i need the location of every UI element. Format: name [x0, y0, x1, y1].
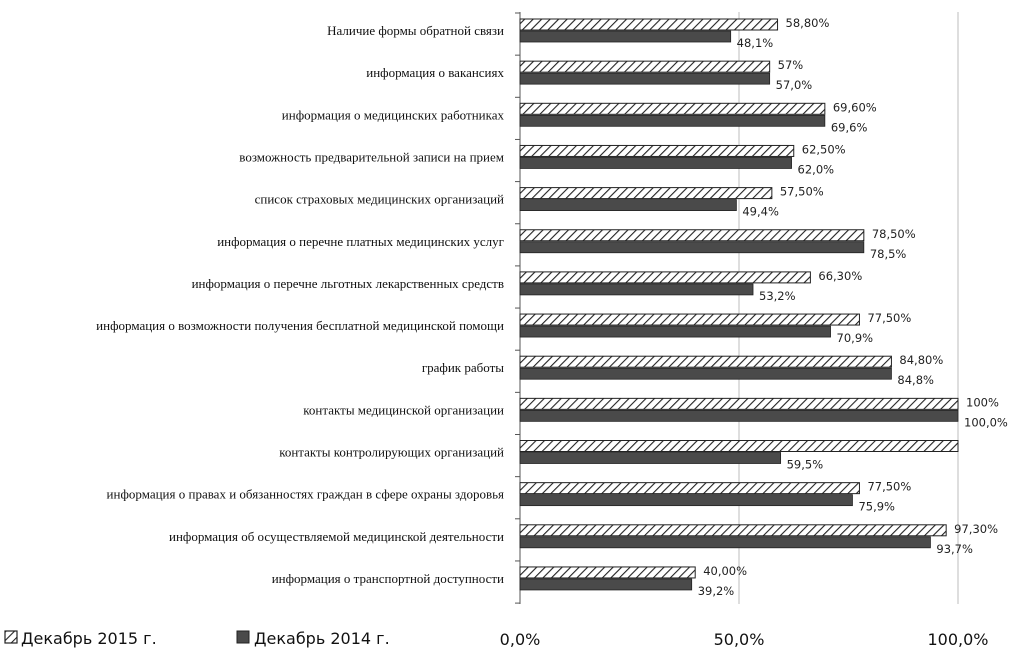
gridlines [515, 12, 959, 604]
data-label-2015: 77,50% [867, 480, 911, 494]
bar-2015 [519, 482, 860, 495]
labels-layer: Наличие формы обратной связи 58,80% 48,1% и… [96, 16, 1008, 649]
bar-2014 [519, 114, 826, 127]
data-label-2014: 39,2% [698, 584, 735, 598]
bar-2014 [519, 536, 931, 549]
data-label-2015: 84,80% [899, 353, 943, 367]
category-label: информация об осуществляемой медицинской… [169, 529, 504, 544]
category-label: график работы [422, 360, 504, 375]
data-label-2014: 69,6% [831, 120, 868, 134]
bar-2014 [519, 241, 865, 254]
category-label: контакты медицинской организации [303, 402, 504, 417]
bars-layer [519, 18, 959, 591]
legend-label-2014: Декабрь 2014 г. [254, 629, 390, 648]
data-label-2014: 62,0% [798, 162, 835, 176]
data-label-2015: 62,50% [802, 142, 846, 156]
bar-2015 [519, 18, 779, 31]
bar-2014 [519, 494, 853, 507]
legend-swatch-2014 [236, 630, 250, 644]
data-label-2014: 49,4% [742, 205, 779, 219]
bar-2015 [519, 524, 947, 537]
data-label-2015: 57,50% [780, 185, 824, 199]
data-label-2015: 97,30% [954, 522, 998, 536]
x-tick-label: 50,0% [714, 630, 765, 649]
data-label-2014: 59,5% [787, 458, 824, 472]
category-label: контакты контролирующих организаций [279, 445, 504, 460]
category-label: Наличие формы обратной связи [327, 23, 504, 38]
category-label: возможность предварительной записи на пр… [239, 149, 504, 164]
bar-2015 [519, 229, 865, 242]
bar-2014 [519, 578, 693, 591]
category-label: список страховых медицинских организаций [255, 192, 504, 207]
bar-2015 [519, 60, 771, 73]
bar-2014 [519, 157, 792, 169]
bar-2015 [519, 397, 959, 410]
data-label-2015: 100% [966, 395, 999, 409]
legend-label-2015: Декабрь 2015 г. [21, 629, 157, 648]
data-label-2014: 78,5% [870, 247, 907, 261]
bar-2015 [519, 313, 860, 326]
bar-2015 [519, 355, 892, 368]
category-label: информация о транспортной доступности [272, 571, 504, 586]
x-tick-label: 100,0% [927, 630, 988, 649]
data-label-2014: 57,0% [776, 78, 813, 92]
bar-2015 [519, 102, 826, 115]
bar-2015 [519, 144, 795, 157]
legend-swatch-2015 [4, 630, 18, 644]
category-label: информация о перечне платных медицинских… [217, 234, 504, 249]
data-label-2014: 84,8% [897, 373, 934, 387]
data-label-2014: 100,0% [964, 415, 1008, 429]
bar-2014 [519, 30, 732, 43]
data-label-2015: 77,50% [867, 311, 911, 325]
data-label-2014: 70,9% [837, 331, 874, 345]
category-label: информация о правах и обязанностях гражд… [107, 487, 504, 502]
bar-2014 [519, 325, 831, 338]
bar-2014 [519, 283, 754, 296]
bar-2014 [519, 199, 737, 212]
bar-2015 [519, 566, 696, 579]
data-label-2014: 53,2% [759, 289, 796, 303]
category-label: информация о медицинских работниках [282, 107, 505, 122]
data-label-2015: 57% [778, 58, 804, 72]
data-label-2015: 66,30% [818, 269, 862, 283]
category-label: информация о вакансиях [366, 65, 504, 80]
category-label: информация о перечне льготных лекарствен… [192, 276, 504, 291]
data-label-2015: 78,50% [872, 227, 916, 241]
data-label-2015: 58,80% [786, 16, 830, 30]
legend: Декабрь 2015 г. Декабрь 2014 г. [4, 629, 390, 648]
data-label-2014: 93,7% [936, 542, 973, 556]
data-label-2014: 48,1% [737, 36, 774, 50]
bar-2014 [519, 409, 959, 422]
data-label-2015: 69,60% [833, 100, 877, 114]
data-label-2015: 40,00% [703, 564, 747, 578]
x-tick-label: 0,0% [500, 630, 541, 649]
bar-2014 [519, 72, 771, 85]
bar-2015 [519, 271, 811, 284]
bar-2015 [519, 187, 773, 200]
category-label: информация о возможности получения беспл… [96, 318, 504, 333]
bar-2014 [519, 452, 782, 464]
bar-2014 [519, 367, 892, 380]
bar-2015 [519, 440, 959, 452]
data-label-2014: 75,9% [858, 500, 895, 514]
